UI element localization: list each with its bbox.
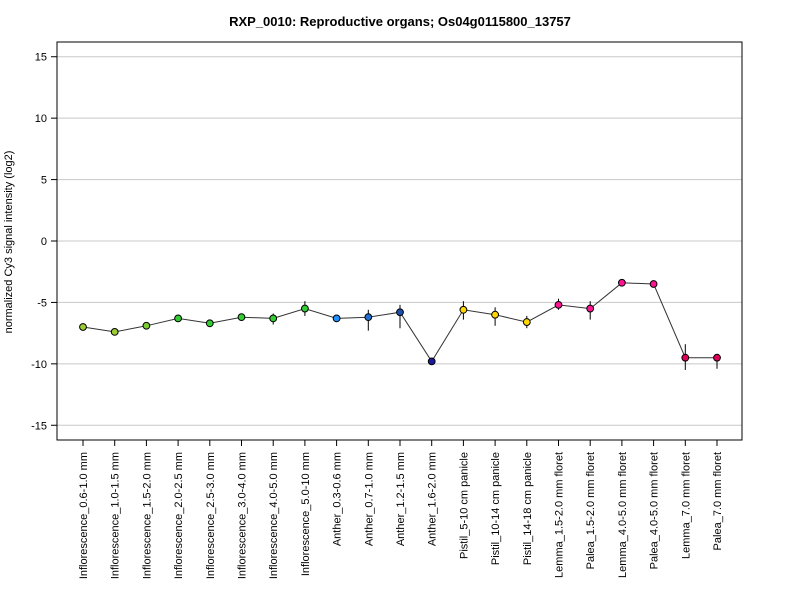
x-tick-label: Inflorescence_1.5-2.0 mm [141, 452, 153, 579]
x-tick-label: Inflorescence_5.0-10 mm [300, 452, 312, 576]
y-tick-label: -10 [31, 359, 47, 371]
x-tick-label: Lemma_1.5-2.0 mm floret [554, 452, 566, 578]
x-tick-label: Palea_4.0-5.0 mm floret [649, 452, 661, 569]
y-tick-label: 5 [41, 175, 47, 187]
grid-lines [57, 56, 742, 426]
data-point [364, 313, 373, 322]
data-points [79, 278, 721, 366]
x-tick-label: Palea_7.0 mm floret [712, 452, 724, 550]
x-tick-label: Inflorescence_0.6-1.0 mm [78, 452, 90, 579]
y-axis-label: normalized Cy3 signal intensity (log2) [3, 151, 15, 334]
x-tick-label: Palea_1.5-2.0 mm floret [585, 452, 597, 569]
x-tick-label: Pistil_5-10 cm panicle [458, 452, 470, 559]
x-tick-label: Inflorescence_3.0-4.0 mm [237, 452, 249, 579]
data-point [713, 353, 721, 362]
data-point [491, 310, 500, 319]
data-point [110, 328, 119, 336]
x-tick-label: Pistil_10-14 cm panicle [490, 452, 502, 565]
data-point [649, 280, 658, 288]
x-tick-label: Inflorescence_1.0-1.5 mm [110, 452, 122, 579]
error-bars [82, 281, 718, 370]
x-tick-label: Anther_0.3-0.6 mm [332, 452, 344, 546]
chart-title: RXP_0010: Reproductive organs; Os04g0115… [229, 14, 571, 29]
x-axis: Inflorescence_0.6-1.0 mm Inflorescence_1.… [78, 440, 724, 579]
x-tick-label: Inflorescence_2.0-2.5 mm [173, 452, 185, 579]
data-point [142, 321, 151, 330]
x-tick-label: Anther_0.7-1.0 mm [363, 452, 375, 546]
data-point [459, 305, 468, 314]
data-point [205, 319, 214, 328]
data-point [269, 314, 278, 323]
y-tick-label: 0 [41, 236, 47, 248]
data-point [681, 353, 690, 362]
data-point [586, 304, 595, 313]
data-point [332, 314, 341, 323]
x-tick-label: Anther_1.6-2.0 mm [427, 452, 439, 546]
data-point [554, 300, 563, 309]
x-tick-label: Inflorescence_2.5-3.0 mm [205, 452, 217, 579]
data-point [522, 318, 531, 326]
x-tick-label: Pistil_14-18 cm panicle [522, 452, 534, 565]
y-tick-label: 15 [35, 52, 47, 64]
data-point [427, 357, 436, 366]
data-point [618, 278, 626, 287]
data-point [396, 308, 404, 317]
x-tick-label: Lemma_7.0 mm floret [680, 452, 692, 559]
x-tick-label: Inflorescence_4.0-5.0 mm [268, 452, 280, 579]
data-point [174, 314, 183, 323]
data-point [301, 304, 309, 313]
y-tick-label: -15 [31, 420, 47, 432]
x-tick-label: Lemma_4.0-5.0 mm floret [617, 452, 629, 578]
data-point [237, 313, 246, 322]
x-tick-label: Anther_1.2-1.5 mm [395, 452, 407, 546]
data-point [79, 323, 87, 331]
y-tick-label: 10 [35, 113, 47, 125]
y-tick-label: -5 [37, 297, 47, 309]
y-axis: -15 -10 -5 0 5 10 15 [31, 52, 57, 432]
